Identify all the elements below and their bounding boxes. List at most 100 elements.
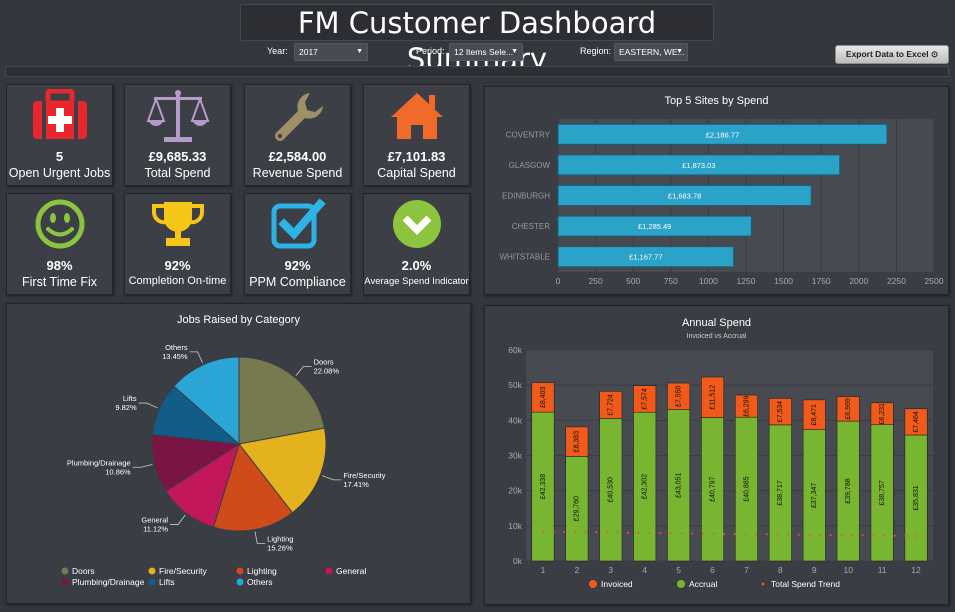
x-tick-label: 0 <box>556 276 561 286</box>
legend-marker <box>236 567 244 575</box>
data-label: £40,885 <box>743 476 750 501</box>
year-label: Year: <box>267 46 288 56</box>
bar-invoiced <box>904 408 928 436</box>
trend-point <box>605 531 608 534</box>
x-tick-label: 1500 <box>774 276 793 286</box>
checkbox-icon <box>245 198 350 250</box>
kpi-label: Revenue Spend <box>252 166 343 180</box>
kpi-value: 98% <box>46 258 73 273</box>
x-tick-label: 11 <box>878 565 887 575</box>
region-value: EASTERN, WE... <box>619 47 685 57</box>
y-tick-label: 60k <box>508 345 522 355</box>
bar-invoiced <box>802 399 826 430</box>
trend-point <box>819 533 822 536</box>
data-label: £7,550 <box>675 386 682 408</box>
slice-pct-label: 13.45% <box>162 352 188 361</box>
legend-label: Accrual <box>689 579 717 589</box>
region-label: Region: <box>580 46 612 56</box>
trend-point <box>872 534 875 537</box>
pie-slice <box>238 356 326 445</box>
legend-marker <box>677 580 685 588</box>
x-tick-label: 2500 <box>925 276 944 286</box>
chart-title: Top 5 Sites by Spend <box>664 95 769 107</box>
leader-line <box>138 402 158 409</box>
period-label: Period: <box>416 46 445 56</box>
trend-point <box>573 531 576 534</box>
kpi-value: 92% <box>164 258 191 273</box>
chevron-down-icon: ▼ <box>511 48 518 55</box>
x-tick-label: 1 <box>541 565 546 575</box>
slice-name-label: Lifts <box>123 394 137 403</box>
kpi-label: PPM Compliance <box>249 275 346 289</box>
data-label: £1,873.03 <box>682 161 715 170</box>
kpi-ppm-compliance[interactable]: 92% PPM Compliance <box>244 193 351 295</box>
y-tick-label: CHESTER <box>512 222 550 231</box>
x-tick-label: 2000 <box>849 276 868 286</box>
year-select[interactable]: 2017 ▼ <box>294 43 368 61</box>
data-label: £1,285.49 <box>638 222 671 231</box>
trend-point <box>861 534 864 537</box>
house-icon <box>364 89 469 141</box>
data-label: £7,574 <box>642 388 649 410</box>
kpi-open-urgent-jobs[interactable]: 5 Open Urgent Jobs <box>6 84 113 186</box>
x-tick-label: 4 <box>642 565 647 575</box>
x-tick-label: 5 <box>676 565 681 575</box>
bar-invoiced <box>734 394 758 418</box>
bar-invoiced <box>599 391 623 419</box>
x-tick-label: 3 <box>608 565 613 575</box>
trend-point <box>584 531 587 534</box>
x-tick-label: 9 <box>812 565 817 575</box>
trend-point <box>627 531 630 534</box>
leader-line <box>189 351 203 363</box>
bar-invoiced <box>701 376 725 418</box>
trend-point <box>723 532 726 535</box>
legend-marker <box>61 578 69 586</box>
data-label: £37,347 <box>811 483 818 508</box>
data-label: £40,797 <box>709 477 716 502</box>
export-excel-button[interactable]: Export Data to Excel ⊙ <box>835 45 949 64</box>
bar-invoiced <box>836 396 860 422</box>
first-aid-kit-icon <box>7 89 112 141</box>
data-label: £42,338 <box>540 474 547 499</box>
trend-point <box>552 530 555 533</box>
legend-marker <box>148 567 156 575</box>
trend-point <box>563 531 566 534</box>
kpi-completion-on-time[interactable]: 92% Completion On-time <box>124 193 231 295</box>
year-value: 2017 <box>299 47 318 57</box>
trend-point <box>765 533 768 536</box>
bar-invoiced <box>768 398 792 426</box>
chevron-down-icon: ▼ <box>356 48 363 55</box>
data-label: £29,760 <box>574 496 581 521</box>
trend-point <box>787 533 790 536</box>
kpi-label: First Time Fix <box>22 275 97 289</box>
kpi-first-time-fix[interactable]: 98% First Time Fix <box>6 193 113 295</box>
y-tick-label: 30k <box>508 451 522 461</box>
kpi-average-spend-indicator[interactable]: 2.0% Average Spend Indicator <box>363 193 470 295</box>
pie-slice <box>238 427 327 514</box>
region-select[interactable]: EASTERN, WE... ▼ <box>614 43 688 61</box>
y-tick-label: WHITSTABLE <box>499 253 550 262</box>
top-sites-chart: 0 250 500 750 1000 1250 1500 1750 2000 2250 2500 CO… <box>499 119 944 286</box>
slice-name-label: Others <box>165 343 188 352</box>
leader-line <box>170 514 186 525</box>
data-label: £7,534 <box>777 401 784 423</box>
bar <box>557 154 841 176</box>
kpi-total-spend[interactable]: £9,685.33 Total Spend <box>124 84 231 186</box>
slice-pct-label: 17.41% <box>343 480 369 489</box>
data-label: £38,717 <box>777 480 784 505</box>
export-label: Export Data to Excel <box>845 49 929 59</box>
y-tick-label: GLASGOW <box>509 161 551 170</box>
trend-point <box>616 531 619 534</box>
trend-point <box>893 534 896 537</box>
x-tick-label: 500 <box>626 276 640 286</box>
kpi-revenue-spend[interactable]: £2,584.00 Revenue Spend <box>244 84 351 186</box>
legend-label: Fire/Security <box>159 566 207 576</box>
period-select[interactable]: 12 Items Sele... ▼ <box>449 43 523 61</box>
leader-line <box>254 531 266 544</box>
kpi-capital-spend[interactable]: £7,101.83 Capital Spend <box>363 84 470 186</box>
legend-marker <box>148 578 156 586</box>
bar-invoiced <box>870 402 894 426</box>
data-label: £38,757 <box>879 480 886 505</box>
slice-pct-label: 9.82% <box>115 403 137 412</box>
trend-point <box>915 535 918 538</box>
